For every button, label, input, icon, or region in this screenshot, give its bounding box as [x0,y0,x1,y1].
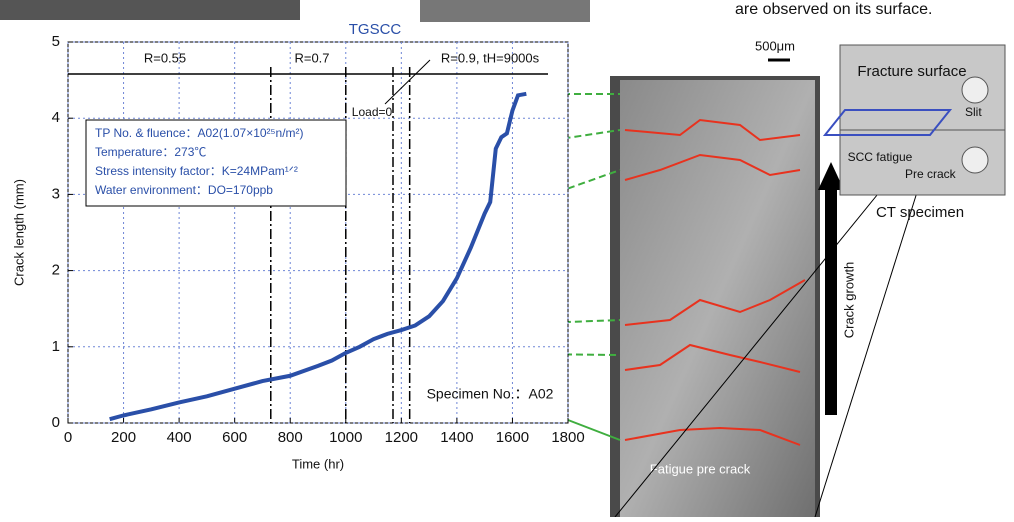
region-label: R=0.7 [294,50,329,65]
info-line: Water environment：DO=170ppb [95,183,273,197]
x-tick-label: 800 [278,429,303,446]
diagram-label: Slit [965,105,982,119]
plot-area [67,41,569,424]
specimen-label: Specimen No.：A02 [427,386,554,402]
x-tick-label: 1600 [496,429,529,446]
y-tick-label: 2 [52,262,60,279]
pin-hole [961,76,989,104]
image-label: Fatigue pre crack [650,461,751,476]
annotation: Load=0 [352,105,393,119]
chart: 0 200 400 600 800 1000 1200 1400 1600 1800 0 1 2 3 4 5 T… [11,33,584,471]
info-line: TP No. & fluence：A02(1.07×10²⁵n/m²) [95,126,304,140]
arrow-shaft [825,185,837,415]
arrow-label: Crack growth [841,262,856,339]
y-tick-label: 0 [52,414,60,431]
info-box [85,119,347,207]
pin-hole [961,146,989,174]
info-line: Temperature：273℃ [95,145,206,159]
diagram-label: SCC fatigue [848,150,913,164]
arrow-head [818,162,844,190]
fracture-plane [822,109,953,136]
x-tick-label: 1800 [551,429,584,446]
x-tick-label: 1000 [329,429,362,446]
connector [567,419,621,441]
cropped-image [420,0,590,22]
info-line: Stress intensity factor：K=24MPam¹ᐟ² [95,164,298,178]
y-axis-title: Crack length (mm) [11,179,26,286]
cropped-image [0,0,300,20]
y-tick-label: 5 [52,33,60,50]
y-tick-label: 4 [52,109,60,126]
crack-front [624,118,806,446]
diagram-title: CT specimen [876,204,964,221]
x-tick-label: 600 [222,429,247,446]
caption-fragment: are observed on its surface. [735,1,932,18]
zoom-line [814,134,936,518]
y-tick-label: 1 [52,338,60,355]
region-label: R=0.9, tH=9000s [441,50,540,65]
x-axis-title: Time (hr) [292,456,344,471]
y-tick-label: 3 [52,185,60,202]
x-tick-label: 400 [167,429,192,446]
micrograph [620,80,815,517]
x-tick-label: 200 [111,429,136,446]
label: TGSCC [349,21,402,38]
x-tick-label: 1200 [385,429,418,446]
diagram-label: Pre crack [905,167,957,181]
scale-label: 500μm [755,38,795,53]
x-tick-label: 0 [64,429,72,446]
data-line [109,91,527,422]
leader [384,59,431,105]
x-tick-label: 1400 [440,429,473,446]
diagram-label: Fracture surface [857,63,966,80]
region-label: R=0.55 [144,50,186,65]
